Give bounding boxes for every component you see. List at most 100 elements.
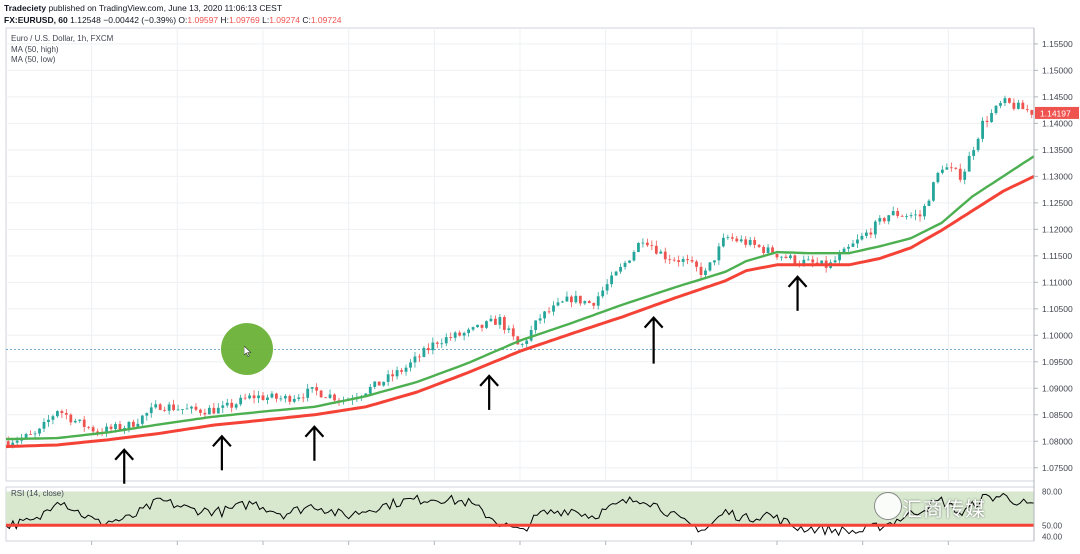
candle-body	[873, 221, 877, 235]
candle-body	[315, 387, 319, 391]
candle-body	[905, 216, 909, 217]
candle-body	[1016, 102, 1020, 109]
candle-body	[364, 393, 368, 397]
candle-body	[73, 420, 77, 423]
candle-body	[525, 340, 529, 345]
candle-body	[918, 214, 922, 217]
price-axis[interactable]: 1.15500 1.15000 1.14500 1.14000 1.13500 1.130…	[1033, 28, 1079, 541]
candle-body	[529, 330, 533, 341]
published-text: published on TradingView.com, June 13, 2…	[48, 3, 283, 13]
candle-body	[1021, 102, 1025, 110]
candle-body	[668, 259, 672, 261]
candle-body	[900, 215, 904, 217]
candle-body	[990, 113, 993, 123]
candle-body	[243, 397, 247, 399]
candle-body	[695, 261, 698, 267]
low-label: L:	[262, 15, 270, 25]
up-arrow-head	[787, 275, 808, 288]
candle-body	[56, 411, 59, 417]
candle-body	[766, 247, 770, 253]
candle-body	[485, 321, 488, 328]
candle-body	[967, 155, 971, 172]
candle-body	[239, 397, 243, 405]
candle-body	[610, 275, 614, 285]
candle-body	[981, 120, 984, 139]
candle-body	[949, 167, 953, 169]
candle-body	[127, 421, 131, 428]
candle-body	[958, 168, 962, 180]
candle-body	[999, 103, 1002, 106]
candle-body	[596, 296, 600, 306]
candle-body	[882, 218, 886, 222]
last-price-badge	[1035, 106, 1079, 119]
high-label: H:	[220, 15, 230, 25]
publisher-name: Tradeciety	[4, 3, 47, 13]
open-label: O:	[178, 15, 188, 25]
rsi-tick-label: 80.00	[1042, 488, 1063, 497]
candle-body	[292, 398, 296, 402]
ma-low-line	[5, 175, 1035, 449]
indicator-legend: Euro / U.S. Dollar, 1h, FXCM MA (50, hig…	[11, 34, 113, 66]
candle-body	[793, 255, 797, 264]
candle-body	[413, 356, 417, 363]
price-tick-label: 1.11500	[1042, 251, 1072, 261]
price-tick-label: 1.11000	[1042, 277, 1072, 287]
candle-body	[24, 434, 28, 438]
candle-body	[672, 259, 676, 261]
candle-body	[221, 405, 225, 408]
rsi-pane	[5, 486, 1035, 542]
candle-body	[543, 311, 546, 319]
candle-body	[645, 242, 649, 246]
candle-body	[753, 239, 757, 245]
candle-body	[167, 404, 171, 411]
candle-body	[373, 381, 377, 387]
candle-body	[927, 200, 931, 206]
candle-body	[51, 416, 55, 420]
candle-body	[972, 150, 976, 156]
candle-body	[377, 381, 381, 386]
candlestick-series	[6, 95, 1034, 449]
candle-body	[158, 404, 162, 410]
candle-body	[757, 244, 761, 247]
candle-body	[654, 245, 658, 254]
candle-body	[154, 404, 158, 408]
candle-body	[1012, 102, 1016, 109]
candle-body	[601, 290, 605, 297]
candle-body	[784, 256, 788, 259]
candle-body	[534, 320, 538, 331]
candle-body	[426, 347, 430, 351]
candle-body	[780, 256, 783, 258]
candle-body	[444, 337, 448, 344]
candle-body	[203, 412, 207, 415]
candle-body	[578, 295, 582, 304]
candle-body	[730, 237, 734, 239]
candle-body	[806, 259, 810, 261]
candle-body	[721, 237, 725, 247]
moving-average-lines	[5, 155, 1035, 449]
candle-body	[860, 235, 864, 240]
candle-body	[248, 395, 251, 399]
candle-body	[520, 344, 524, 345]
candle-body	[936, 172, 940, 183]
price-tick-label: 1.07500	[1042, 463, 1073, 473]
rsi-label: RSI (14, close)	[11, 489, 64, 498]
support-arrows	[114, 275, 808, 484]
rsi-tick-label: 40.00	[1042, 533, 1063, 542]
candle-body	[498, 317, 502, 325]
candle-body	[507, 328, 511, 330]
candle-body	[681, 259, 685, 262]
candle-body	[87, 426, 91, 428]
candle-body	[552, 305, 555, 312]
candle-body	[38, 428, 41, 434]
candle-body	[923, 205, 926, 217]
candle-body	[565, 296, 569, 302]
candle-body	[6, 441, 10, 446]
candle-body	[744, 239, 748, 245]
wechat-logo-icon	[874, 492, 902, 520]
candle-body	[909, 215, 913, 217]
candle-body	[494, 318, 497, 325]
legend-ma-high: MA (50, high)	[11, 44, 59, 54]
price-tick-label: 1.14500	[1042, 92, 1073, 102]
candle-body	[690, 260, 694, 262]
